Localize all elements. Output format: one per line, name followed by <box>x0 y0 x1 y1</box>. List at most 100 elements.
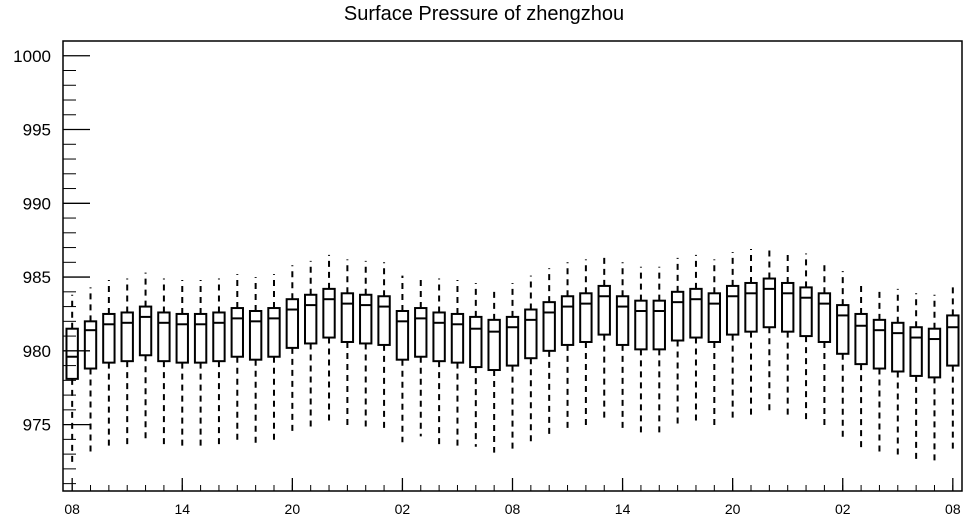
box-body <box>597 284 611 336</box>
box-body <box>524 308 538 360</box>
box-body <box>469 315 483 369</box>
box-body <box>505 315 520 367</box>
box-body <box>285 298 300 349</box>
y-tick-label: 975 <box>23 416 51 435</box>
box-plot-item <box>322 254 336 425</box>
box-plot-item <box>891 288 905 456</box>
box-plot-item <box>652 266 666 435</box>
box-plot-item <box>157 278 171 447</box>
box-body <box>781 281 795 333</box>
box-plot-item <box>927 294 942 462</box>
box-body <box>707 292 722 343</box>
box-body <box>946 314 960 367</box>
box-plot-item <box>359 260 373 430</box>
box-body <box>65 327 79 380</box>
box-plot-item <box>707 259 722 428</box>
box-plot-item <box>909 293 923 462</box>
box-body <box>377 295 391 346</box>
box-body <box>212 311 226 363</box>
x-tick-label: 14 <box>174 501 190 517</box>
box-plot-item <box>689 254 703 425</box>
box-plot-item <box>395 275 410 443</box>
box-body <box>230 307 244 358</box>
x-tick-label: 08 <box>64 501 80 517</box>
box-body <box>744 281 758 333</box>
x-tick-label: 20 <box>285 501 301 517</box>
box-body <box>248 310 263 361</box>
box-plot-item <box>303 260 318 430</box>
box-body <box>303 293 318 345</box>
box-body <box>725 284 740 336</box>
box-body <box>432 311 446 363</box>
box-plot-item <box>248 277 263 444</box>
x-tick-label: 02 <box>835 501 851 517</box>
box-plot-item <box>340 259 355 428</box>
x-tick-label: 02 <box>395 501 411 517</box>
box-body <box>579 292 593 343</box>
box-body <box>340 292 355 343</box>
box-body <box>138 305 153 357</box>
box-plot-item <box>175 280 189 449</box>
box-body <box>634 299 648 351</box>
x-tick-label: 08 <box>505 501 521 517</box>
box-body <box>670 290 685 342</box>
box-body <box>157 311 171 363</box>
box-body <box>175 312 189 364</box>
box-plot-item <box>193 280 208 449</box>
box-plot-item <box>781 250 795 418</box>
y-tick-label: 995 <box>23 121 51 140</box>
box-plot-item <box>854 281 868 449</box>
box-plot-item <box>817 260 832 428</box>
box-body <box>836 304 850 355</box>
boxes-layer <box>65 246 960 465</box>
box-body <box>487 318 501 372</box>
box-plot-item <box>450 280 465 447</box>
box-plot-item <box>872 287 887 455</box>
box-plot-item <box>670 257 685 427</box>
box-plot-item <box>799 253 813 422</box>
box-plot-item <box>267 274 281 443</box>
y-tick-label: 980 <box>23 342 51 361</box>
x-tick-label: 08 <box>945 501 961 517</box>
box-body <box>120 311 134 363</box>
box-body <box>817 292 832 343</box>
box-plot-item <box>744 249 758 418</box>
box-body <box>414 307 428 358</box>
box-body <box>102 312 116 364</box>
box-plot-item <box>634 266 648 435</box>
box-plot-item <box>946 282 960 450</box>
box-plot-item <box>505 282 520 450</box>
box-body <box>267 307 281 358</box>
box-plot-item <box>212 278 226 447</box>
box-plot-item <box>725 251 740 421</box>
box-body <box>927 327 942 379</box>
box-plot-item <box>65 294 79 465</box>
box-plot-item <box>120 278 134 447</box>
box-body <box>542 301 556 352</box>
box-plot-item <box>138 272 153 441</box>
box-plot-item <box>432 278 446 447</box>
axes-layer: 975 980 985 990 995 1000 08 14 20 02 08 14 20 02 08 <box>13 40 963 517</box>
box-body <box>872 318 887 370</box>
y-tick-label: 1000 <box>13 47 51 66</box>
box-body <box>83 320 98 370</box>
box-body <box>854 312 868 366</box>
x-tick-label: 20 <box>725 501 741 517</box>
box-body <box>909 326 923 377</box>
chart-title: Surface Pressure of zhengzhou <box>343 3 625 25</box>
box-plot-item <box>487 287 501 453</box>
box-plot-item <box>597 253 611 422</box>
box-body <box>615 295 630 346</box>
box-body <box>652 299 666 351</box>
box-body <box>395 310 410 361</box>
box-plot-item <box>377 262 391 431</box>
box-plot-item <box>469 282 483 447</box>
box-body <box>359 293 373 345</box>
box-body <box>799 286 813 338</box>
y-tick-label: 990 <box>23 194 51 213</box>
box-body <box>891 321 905 373</box>
x-tick-label: 14 <box>615 501 631 517</box>
box-body <box>193 312 208 364</box>
